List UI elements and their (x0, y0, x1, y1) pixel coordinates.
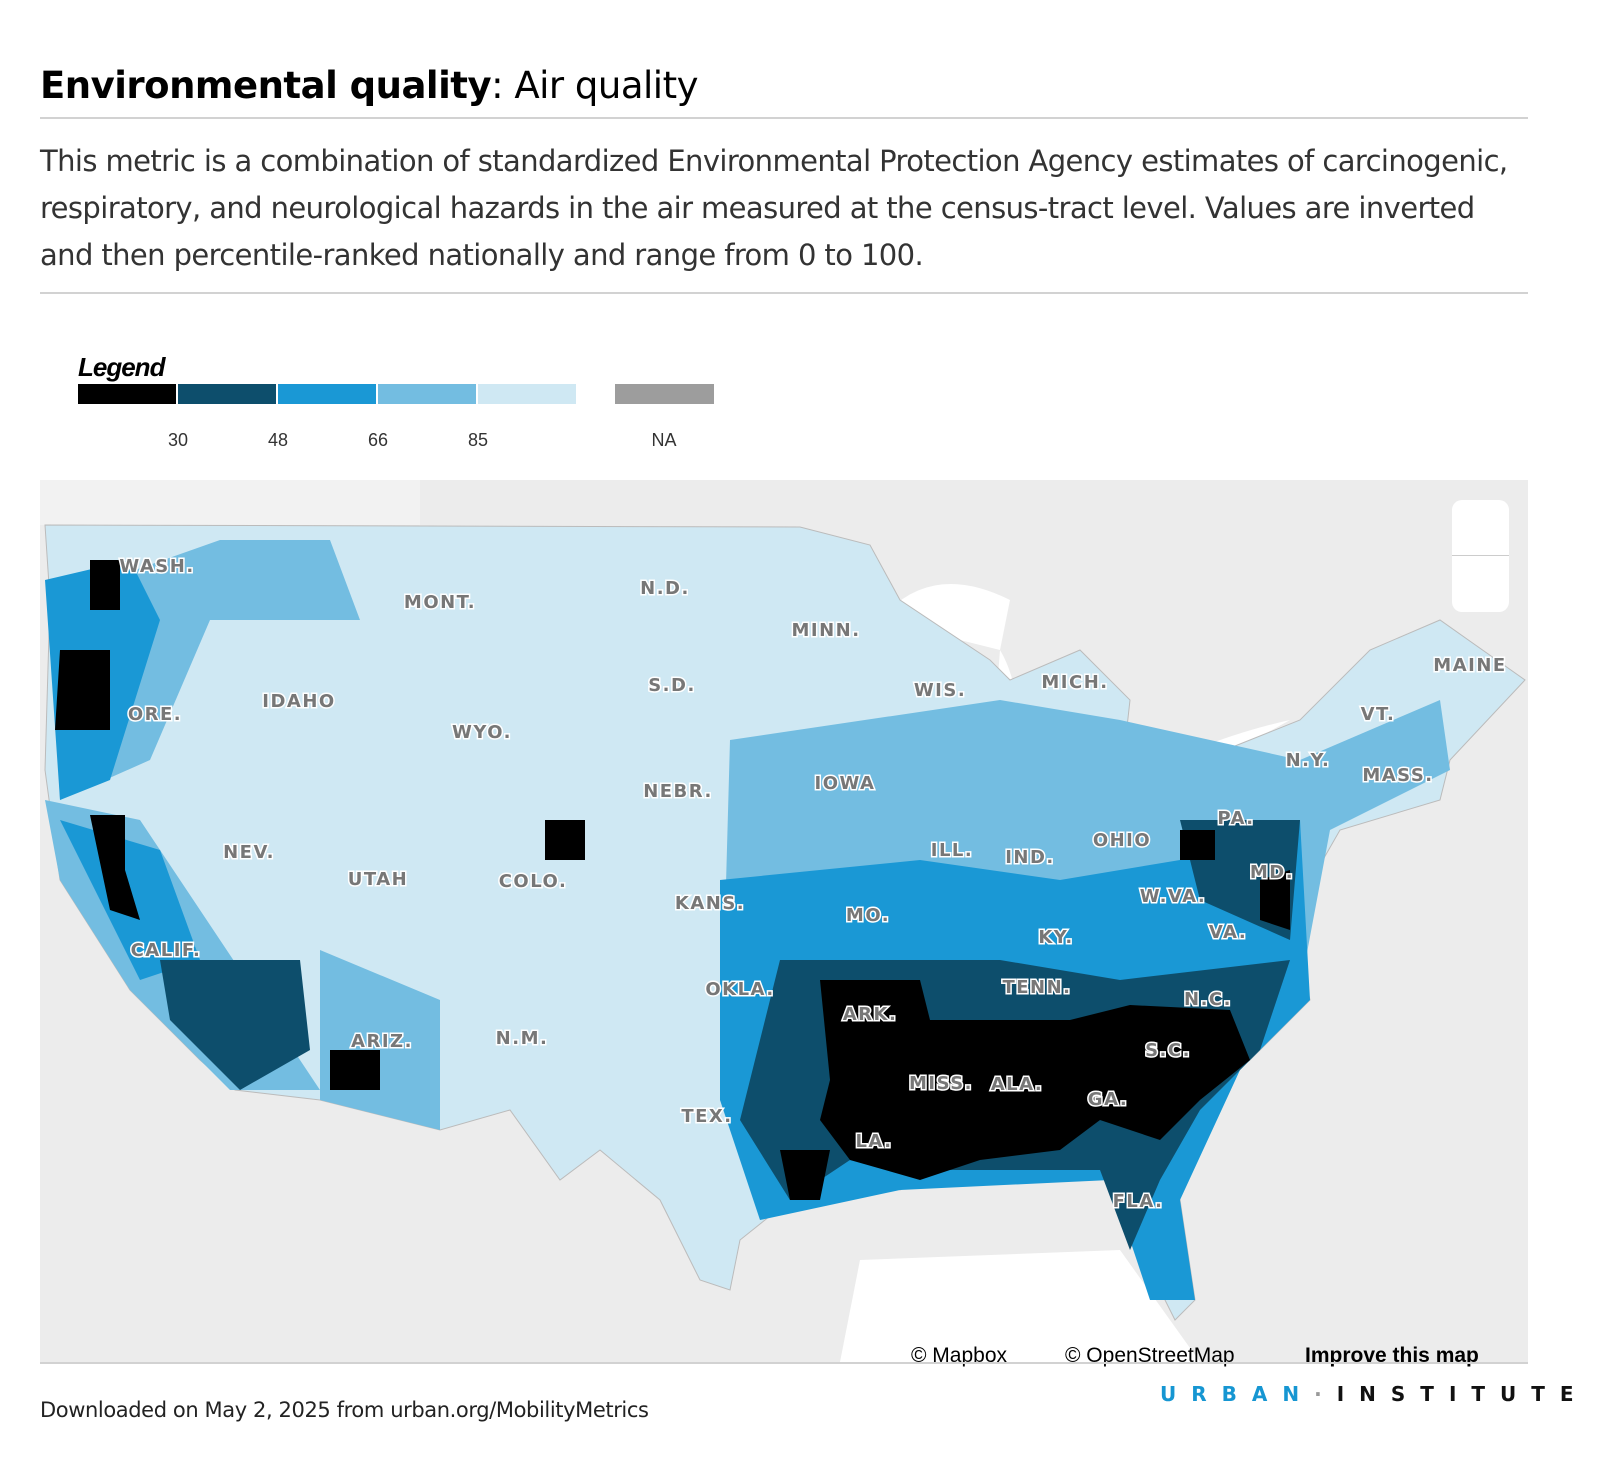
state-label: KANS. (675, 893, 745, 914)
state-label: LA. (855, 1131, 892, 1152)
state-label: VT. (1361, 704, 1396, 725)
legend-swatch (78, 384, 176, 404)
state-label: MASS. (1362, 765, 1433, 786)
state-label: ORE. (128, 704, 182, 725)
urban-institute-logo: URBAN·INSTITUTE (1160, 1382, 1589, 1406)
legend-na-label: NA (651, 430, 677, 450)
metric-description: This metric is a combination of standard… (40, 144, 1508, 272)
divider (40, 292, 1528, 294)
state-label: S.D. (648, 675, 696, 696)
choropleth-tracts (45, 540, 1450, 1300)
state-label: OKLA. (705, 979, 774, 1000)
page-title: Environmental quality: Air quality (40, 64, 698, 107)
map-canvas[interactable]: WASH. MONT. N.D. MINN. WIS. MICH. MAINE VT. N.Y.… (40, 480, 1528, 1362)
state-label: IDAHO (262, 691, 335, 712)
legend-break: 30 (167, 430, 189, 450)
state-label: NEV. (223, 842, 275, 863)
state-label: ARIZ. (351, 1031, 413, 1052)
legend-break: 48 (267, 430, 289, 450)
state-label: MICH. (1041, 672, 1108, 693)
state-label: COLO. (499, 871, 568, 892)
legend-swatch (278, 384, 376, 404)
state-label: MONT. (404, 592, 476, 613)
state-label: ARK. (843, 1004, 898, 1025)
state-label: ILL. (931, 840, 973, 861)
state-label: VA. (1209, 922, 1247, 943)
state-label: TEX. (681, 1106, 732, 1127)
state-label: WASH. (119, 556, 194, 577)
legend-break: 66 (367, 430, 389, 450)
state-label: WIS. (914, 680, 966, 701)
state-label: FLA. (1113, 1191, 1164, 1212)
improve-map-link[interactable]: Improve this map (1305, 1344, 1479, 1367)
mapbox-attribution-link[interactable]: © Mapbox (911, 1344, 1008, 1367)
osm-attribution-link[interactable]: © OpenStreetMap (1065, 1344, 1235, 1367)
divider (40, 1362, 1528, 1364)
state-label: N.C. (1184, 989, 1232, 1010)
state-labels: WASH. MONT. N.D. MINN. WIS. MICH. MAINE VT. N.Y.… (118, 555, 1507, 1214)
divider (40, 117, 1528, 119)
state-label: CALIF. (131, 940, 202, 961)
legend-swatch (178, 384, 276, 404)
state-label: MAINE (1433, 655, 1506, 676)
state-label: MINN. (791, 620, 860, 641)
state-label: MD. (1250, 862, 1294, 883)
state-label: ALA. (991, 1074, 1044, 1095)
basemap-water (40, 480, 1290, 1362)
legend-title: Legend (78, 352, 165, 382)
state-label: S.C. (1145, 1040, 1191, 1061)
state-label: IND. (1005, 847, 1055, 868)
state-label: N.M. (496, 1028, 549, 1049)
state-label: N.D. (640, 578, 690, 599)
title-metric-group: Environmental quality (40, 64, 492, 107)
state-label: OHIO (1093, 830, 1151, 851)
legend-swatch (478, 384, 576, 404)
title-metric: : Air quality (491, 64, 698, 107)
state-label: KY. (1038, 927, 1073, 948)
state-label: MISS. (909, 1073, 973, 1094)
zoom-controls (1452, 500, 1509, 612)
zoom-in-button[interactable] (1452, 500, 1509, 556)
zoom-out-button[interactable] (1452, 556, 1509, 611)
state-label: W.VA. (1140, 886, 1207, 907)
state-label: GA. (1088, 1089, 1128, 1110)
choropleth-map[interactable]: WASH. MONT. N.D. MINN. WIS. MICH. MAINE VT. N.Y.… (40, 480, 1528, 1362)
state-label: TENN. (1002, 977, 1071, 998)
state-label: WYO. (452, 722, 512, 743)
state-label: N.Y. (1286, 750, 1331, 771)
state-label: NEBR. (643, 781, 713, 802)
legend-break: 85 (467, 430, 489, 450)
state-label: MO. (846, 905, 890, 926)
state-label: PA. (1217, 808, 1254, 829)
legend-swatch (378, 384, 476, 404)
state-label: UTAH (348, 869, 409, 890)
state-label: IOWA (815, 773, 876, 794)
logo-dot: · (1314, 1382, 1337, 1406)
legend-swatch-na (615, 384, 714, 404)
download-note: Downloaded on May 2, 2025 from urban.org… (40, 1398, 649, 1422)
logo-institute: INSTITUTE (1336, 1382, 1589, 1406)
logo-urban: URBAN (1160, 1382, 1315, 1406)
